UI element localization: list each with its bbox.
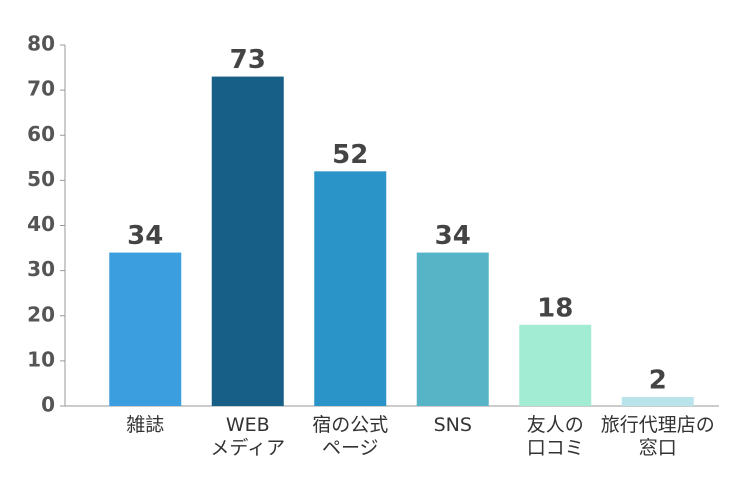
bar xyxy=(621,396,694,406)
bar xyxy=(519,324,592,406)
y-tick-label: 0 xyxy=(41,393,55,417)
bar xyxy=(211,76,284,407)
y-tick-label: 80 xyxy=(27,32,55,56)
y-tick-label: 60 xyxy=(27,122,55,146)
value-label: 2 xyxy=(649,365,667,395)
value-label: 34 xyxy=(127,221,163,251)
value-label: 18 xyxy=(537,293,573,323)
value-label: 73 xyxy=(230,45,266,75)
x-tick-label: WEB メディア xyxy=(210,414,286,459)
y-tick-label: 40 xyxy=(27,212,55,236)
x-tick-label: SNS xyxy=(433,414,472,436)
x-tick-label: 宿の公式 ページ xyxy=(312,414,389,459)
y-tick-label: 70 xyxy=(27,77,55,101)
y-tick-label: 10 xyxy=(27,347,55,371)
bar xyxy=(314,171,387,406)
y-tick-label: 50 xyxy=(27,167,55,191)
x-tick-label: 旅行代理店の 窓口 xyxy=(600,414,715,459)
value-label: 52 xyxy=(332,140,368,170)
y-tick-label: 30 xyxy=(27,257,55,281)
bar xyxy=(109,252,182,406)
value-label: 34 xyxy=(435,221,471,251)
bar xyxy=(416,252,489,406)
x-tick-label: 友人の 口コミ xyxy=(526,414,584,459)
x-tick-label: 雑誌 xyxy=(126,414,165,436)
y-tick-label: 20 xyxy=(27,302,55,326)
